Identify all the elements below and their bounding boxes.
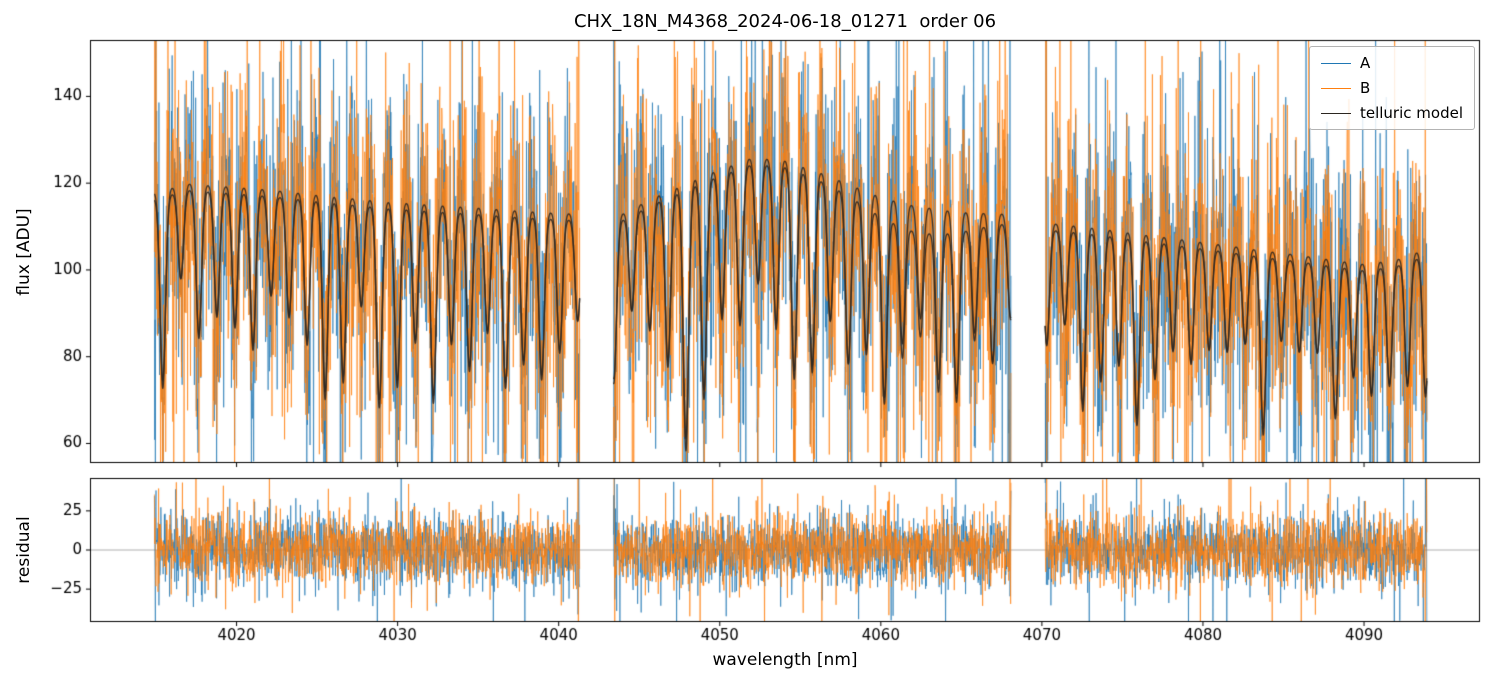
flux-axis-label: flux [ADU] (14, 208, 34, 296)
series-b-line-swatch (1320, 87, 1351, 89)
x-axis-label: wavelength [nm] (712, 650, 858, 670)
legend-item-telluric-model: telluric model (1320, 104, 1463, 122)
residual-axis-label: residual (14, 516, 34, 584)
legend-label-a: A (1359, 54, 1371, 72)
legend-item-a: A (1320, 54, 1463, 72)
plot-title: CHX_18N_M4368_2024-06-18_01271 order 06 (573, 11, 997, 32)
legend-item-b: B (1320, 79, 1463, 97)
series-a-line-swatch (1320, 62, 1351, 64)
telluric-model-line-swatch (1320, 112, 1351, 114)
legend: A B telluric model (1308, 46, 1475, 130)
legend-label-b: B (1359, 79, 1371, 97)
legend-label-telluric-model: telluric model (1359, 104, 1463, 122)
